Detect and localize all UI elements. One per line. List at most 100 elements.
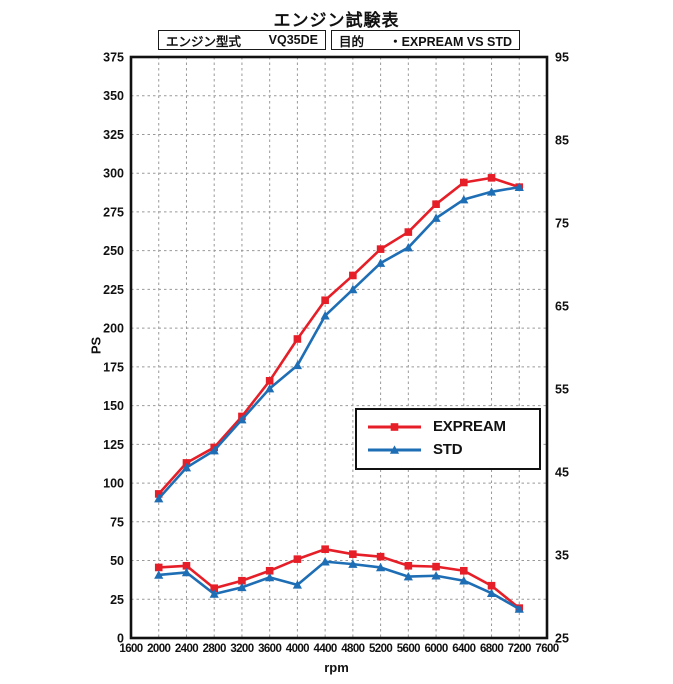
right-axis-tick-label: 45 — [555, 466, 569, 480]
std-power-triangle-marker — [514, 182, 524, 191]
std-torque-triangle-marker — [292, 580, 302, 589]
expream-power-square-marker — [432, 200, 440, 208]
x-axis-tick-label: 2000 — [147, 643, 170, 655]
expream-torque-square-marker — [432, 562, 440, 571]
expream-torque-square-marker — [376, 552, 385, 561]
std-power-triangle-marker — [376, 258, 386, 267]
expream-power-square-marker — [404, 228, 413, 236]
legend-expream-square-marker — [390, 423, 399, 431]
std-torque-triangle-marker — [209, 589, 219, 598]
expream-power-square-marker — [460, 178, 468, 187]
legend-label-std: STD — [433, 441, 463, 458]
left-axis-tick-label: 325 — [103, 128, 124, 142]
expream-power-square-marker — [376, 245, 385, 253]
engine-model-box: エンジン型式 VQ35DE — [158, 30, 326, 50]
x-axis-tick-label: 4400 — [314, 643, 337, 655]
std-torque-triangle-marker — [403, 571, 413, 581]
left-axis-tick-label: 50 — [110, 554, 124, 568]
std-torque-triangle-marker — [486, 588, 497, 597]
x-axis-tick-label: 6000 — [424, 643, 447, 655]
expream-torque-square-marker — [210, 584, 218, 592]
x-axis-tick-label: 7200 — [508, 643, 531, 655]
x-axis-tick-label: 5600 — [397, 643, 420, 655]
legend-std-triangle-marker — [389, 445, 400, 454]
left-axis-tick-label: 175 — [103, 360, 124, 374]
x-axis-tick-label: 2400 — [175, 643, 198, 655]
x-axis-tick-label: 2800 — [203, 643, 226, 655]
std-power-triangle-marker — [292, 360, 302, 370]
right-axis-tick-label: 85 — [555, 134, 569, 148]
x-axis-tick-label: 5200 — [369, 643, 392, 655]
purpose-value: ・EXPREAM VS STD — [389, 34, 512, 49]
left-axis-tick-label: 0 — [117, 632, 124, 646]
std-power-triangle-marker — [237, 414, 247, 424]
std-power-triangle-marker — [320, 311, 330, 320]
std-power-triangle-marker — [154, 493, 164, 503]
expream-torque-square-marker — [154, 563, 163, 572]
expream-power-curve — [157, 176, 521, 496]
x-axis-tick-label: 7600 — [535, 643, 558, 655]
expream-power-square-marker — [321, 296, 329, 305]
std-torque-triangle-marker — [237, 582, 247, 592]
left-axis-title: PS — [88, 336, 104, 355]
std-power-triangle-marker — [459, 194, 469, 204]
expream-torque-square-marker — [293, 555, 302, 563]
expream-torque-square-marker — [404, 561, 413, 570]
expream-power-square-marker — [293, 335, 302, 343]
right-axis-tick-label: 25 — [555, 632, 569, 646]
std-power-triangle-marker — [431, 213, 441, 222]
page-title: エンジン試験表 — [273, 11, 400, 30]
engine-model-label: エンジン型式 — [166, 34, 242, 49]
x-axis-tick-label: 1600 — [119, 643, 142, 655]
purpose-box: 目的 ・EXPREAM VS STD — [331, 30, 520, 50]
expream-torque-square-marker — [349, 550, 357, 558]
x-axis-tick-label: 6400 — [452, 643, 475, 655]
expream-power-square-marker — [265, 377, 274, 385]
expream-power-square-marker — [487, 174, 496, 182]
left-axis-tick-label: 300 — [103, 167, 124, 181]
left-axis-tick-label: 25 — [110, 593, 124, 607]
engine-model-value: VQ35DE — [268, 33, 318, 47]
left-axis-tick-label: 225 — [103, 283, 124, 297]
left-axis-tick-label: 125 — [103, 438, 124, 452]
expream-power-square-marker — [182, 459, 191, 467]
std-power-curve — [157, 185, 521, 500]
left-axis-tick-label: 275 — [103, 205, 124, 219]
left-axis-tick-label: 150 — [103, 399, 124, 413]
std-torque-triangle-marker — [265, 572, 275, 582]
x-axis-tick-label: 4800 — [341, 643, 364, 655]
left-axis-tick-label: 250 — [103, 244, 124, 258]
std-power-triangle-marker — [403, 242, 413, 252]
std-power-triangle-marker — [209, 445, 219, 455]
right-axis-tick-label: 95 — [555, 51, 569, 65]
std-power-triangle-marker — [265, 383, 275, 393]
purpose-label: 目的 — [339, 34, 365, 49]
std-torque-triangle-marker — [431, 571, 441, 580]
right-axis-tick-label: 65 — [555, 300, 569, 314]
left-axis-tick-label: 375 — [103, 51, 124, 65]
x-axis-tick-label: 6800 — [480, 643, 503, 655]
legend-label-expream: EXPREAM — [433, 418, 506, 435]
expream-torque-square-marker — [487, 581, 496, 590]
right-axis-tick-label: 75 — [555, 217, 569, 231]
std-torque-triangle-marker — [154, 570, 164, 579]
x-axis-tick-label: 3600 — [258, 643, 281, 655]
std-torque-triangle-marker — [459, 576, 469, 585]
x-axis-title: rpm — [324, 660, 349, 675]
right-axis-tick-label: 35 — [555, 549, 569, 563]
left-axis-tick-label: 350 — [103, 89, 124, 103]
std-torque-triangle-marker — [514, 604, 524, 613]
std-power-triangle-marker — [348, 284, 358, 294]
std-torque-triangle-marker — [181, 567, 192, 577]
expream-torque-square-marker — [460, 566, 468, 575]
expream-power-square-marker — [349, 271, 357, 280]
std-power-triangle-marker — [486, 187, 497, 196]
expream-torque-square-marker — [238, 576, 246, 585]
legend-box — [355, 408, 541, 470]
expream-power-square-marker — [154, 490, 163, 498]
expream-torque-square-marker — [321, 545, 329, 553]
right-axis-tick-label: 55 — [555, 383, 569, 397]
std-torque-curve — [157, 560, 521, 611]
